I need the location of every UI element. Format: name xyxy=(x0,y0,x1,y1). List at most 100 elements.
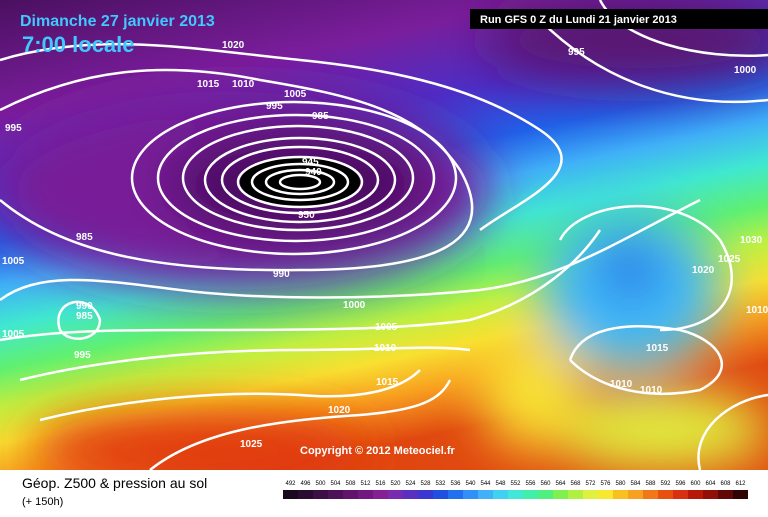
isobar-label: 1005 xyxy=(284,89,307,100)
legend-value: 500 xyxy=(315,481,326,487)
isobar-label: 1005 xyxy=(2,256,25,267)
isobar-label: 990 xyxy=(273,269,290,280)
legend-swatch xyxy=(688,490,703,499)
legend-value: 560 xyxy=(540,481,551,487)
legend-swatch xyxy=(343,490,358,499)
legend-value: 508 xyxy=(345,481,356,487)
isobar-label: 1005 xyxy=(2,329,25,340)
legend-value: 556 xyxy=(525,481,536,487)
isobar-label: 1015 xyxy=(646,343,669,354)
isobar-label: 1010 xyxy=(640,385,663,396)
legend-swatch xyxy=(568,490,583,499)
legend-swatch xyxy=(493,490,508,499)
legend-value: 536 xyxy=(450,481,461,487)
footer-title: Géop. Z500 & pression au sol xyxy=(22,475,207,491)
isobar-label: 990 xyxy=(76,301,93,312)
legend-value: 532 xyxy=(435,481,446,487)
isobar-label: 1010 xyxy=(610,379,633,390)
legend-value: 592 xyxy=(660,481,671,487)
isobar-label: 1010 xyxy=(232,79,255,90)
legend-swatch xyxy=(553,490,568,499)
legend-value: 588 xyxy=(645,481,656,487)
isobar-label: 1025 xyxy=(718,254,741,265)
legend-value: 604 xyxy=(705,481,716,487)
legend-swatch xyxy=(583,490,598,499)
isobar-label: 985 xyxy=(76,232,93,243)
isobar-label: 945 xyxy=(302,157,319,168)
legend-swatch xyxy=(703,490,718,499)
isobar-label: 995 xyxy=(5,123,22,134)
legend-swatch xyxy=(433,490,448,499)
legend-value: 596 xyxy=(675,481,686,487)
isobars xyxy=(240,158,360,206)
isobar-label: 940 xyxy=(305,167,322,178)
legend-swatch xyxy=(448,490,463,499)
isobar-label: 1020 xyxy=(692,265,715,276)
legend-swatch xyxy=(358,490,373,499)
isobar-label: 950 xyxy=(298,210,315,221)
isobar-label: 1015 xyxy=(376,377,399,388)
isobar-label: 1030 xyxy=(740,235,763,246)
legend-value: 612 xyxy=(735,481,746,487)
legend-swatch xyxy=(718,490,733,499)
isobar-label: 995 xyxy=(266,101,283,112)
isobar-label: 1000 xyxy=(343,300,366,311)
legend-value: 584 xyxy=(630,481,641,487)
legend-swatch xyxy=(298,490,313,499)
isobar-label: 1000 xyxy=(734,65,757,76)
legend-value: 608 xyxy=(720,481,731,487)
isobar-label: 1025 xyxy=(240,439,263,450)
legend-value: 504 xyxy=(330,481,341,487)
isobar-label: 1005 xyxy=(375,322,398,333)
date: Dimanche 27 janvier 2013 xyxy=(20,13,215,30)
legend-swatch xyxy=(643,490,658,499)
legend-swatch xyxy=(463,490,478,499)
legend-value: 548 xyxy=(495,481,506,487)
time: 7:00 locale xyxy=(22,32,135,57)
legend-swatch xyxy=(523,490,538,499)
isobar-label: 1010 xyxy=(746,305,768,316)
legend-swatch xyxy=(508,490,523,499)
footer-lead: (+ 150h) xyxy=(22,496,63,508)
legend-swatch xyxy=(733,490,748,499)
header: Dimanche 27 janvier 2013 7:00 locale Run… xyxy=(20,9,768,57)
isobar-label: 1020 xyxy=(328,405,351,416)
isobar-label: 1020 xyxy=(222,40,245,51)
background xyxy=(0,0,768,490)
legend-swatch xyxy=(283,490,298,499)
isobar-label: 985 xyxy=(76,311,93,322)
copyright: Copyright © 2012 Meteociel.fr xyxy=(300,445,456,457)
legend-value: 572 xyxy=(585,481,596,487)
legend-swatch xyxy=(418,490,433,499)
isobar-label: 995 xyxy=(74,350,91,361)
legend-value: 492 xyxy=(285,481,296,487)
isobar-label: 985 xyxy=(312,111,329,122)
legend-value: 544 xyxy=(480,481,491,487)
legend-value: 512 xyxy=(360,481,371,487)
legend-swatch xyxy=(613,490,628,499)
legend-value: 580 xyxy=(615,481,626,487)
legend-value: 528 xyxy=(420,481,431,487)
run-box xyxy=(470,9,768,29)
legend-swatch xyxy=(598,490,613,499)
legend-swatch xyxy=(478,490,493,499)
legend-swatch xyxy=(673,490,688,499)
isobar-label: 995 xyxy=(568,47,585,58)
run: Run GFS 0 Z du Lundi 21 janvier 2013 xyxy=(480,14,677,26)
legend-swatch xyxy=(628,490,643,499)
legend-value: 600 xyxy=(690,481,701,487)
legend-value: 516 xyxy=(375,481,386,487)
isobar-label: 1010 xyxy=(374,343,397,354)
isobar-label: 1015 xyxy=(197,79,220,90)
legend-swatch xyxy=(403,490,418,499)
legend-swatch xyxy=(388,490,403,499)
legend-value: 552 xyxy=(510,481,521,487)
legend-value: 524 xyxy=(405,481,416,487)
legend-value: 576 xyxy=(600,481,611,487)
legend-swatch xyxy=(328,490,343,499)
legend-swatch xyxy=(373,490,388,499)
legend-value: 520 xyxy=(390,481,401,487)
